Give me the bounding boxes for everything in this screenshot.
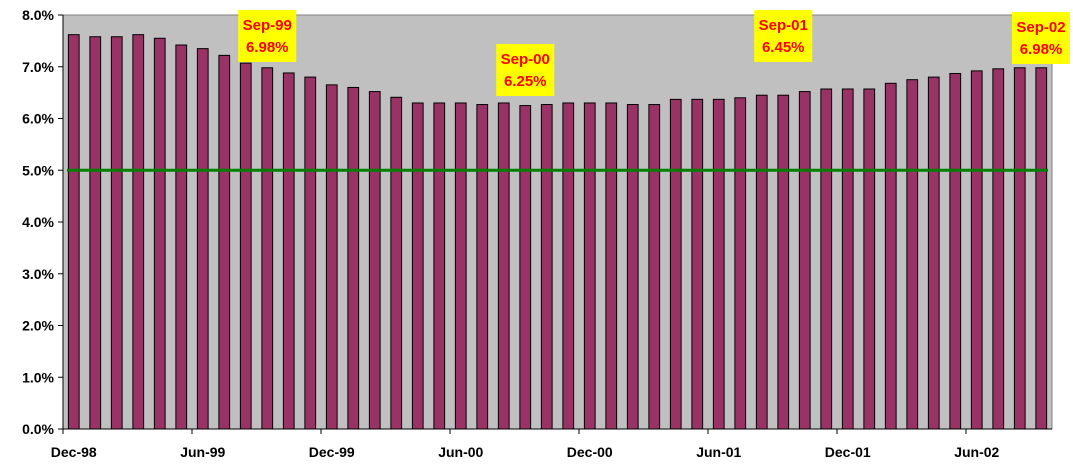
bar <box>884 82 897 430</box>
y-tick-label: 1.0% <box>22 369 54 385</box>
bar <box>411 102 424 430</box>
bar <box>110 36 123 430</box>
annotation-background <box>754 10 813 62</box>
bar <box>347 86 360 430</box>
bar <box>1035 67 1048 430</box>
bar <box>734 97 747 430</box>
bar <box>476 104 489 430</box>
bar <box>540 104 553 430</box>
bar <box>777 94 790 430</box>
bar <box>992 68 1005 430</box>
bar <box>390 96 403 430</box>
bar <box>325 84 338 430</box>
annotation-label: Sep-99 6.98% <box>238 10 297 62</box>
annotation-value: 6.98% <box>246 39 289 56</box>
x-tick-label: Jun-99 <box>180 444 225 460</box>
bars-group <box>67 34 1048 430</box>
x-tick-label: Dec-99 <box>309 444 355 460</box>
bar <box>970 70 983 430</box>
annotation-value: 6.25% <box>504 73 547 90</box>
bar <box>691 98 704 430</box>
y-tick-label: 3.0% <box>22 266 54 282</box>
bar <box>454 102 467 430</box>
bar <box>261 67 274 430</box>
plot-area <box>62 14 1053 430</box>
y-axis-ticks: 0.0% 1.0% 2.0% 3.0% 4.0% 5.0% 6.0% 7.0% 8.0% <box>22 7 63 437</box>
annotation-label: Sep-01 6.45% <box>754 10 813 62</box>
bar <box>755 94 768 430</box>
bar <box>519 105 532 430</box>
annotation-month: Sep-02 <box>1016 19 1065 36</box>
bar <box>626 104 639 430</box>
bar <box>153 37 166 430</box>
bar <box>67 34 80 430</box>
bar <box>648 104 661 430</box>
y-tick-label: 0.0% <box>22 421 54 437</box>
bar <box>583 102 596 430</box>
y-tick-label: 6.0% <box>22 111 54 127</box>
bar <box>562 102 575 430</box>
bar <box>669 98 682 430</box>
bar <box>433 102 446 430</box>
annotation-month: Sep-99 <box>243 17 292 34</box>
bar <box>820 88 833 430</box>
x-tick-label: Jun-02 <box>954 444 999 460</box>
annotation-month: Sep-00 <box>501 51 550 68</box>
bar <box>132 34 145 430</box>
x-tick-label: Dec-00 <box>567 444 613 460</box>
bar <box>605 102 618 430</box>
annotations-group: Sep-99 6.98% Sep-00 6.25% Sep-01 6.45% Sep-02 6… <box>238 10 1070 96</box>
x-tick-label: Jun-01 <box>696 444 741 460</box>
bar <box>927 76 940 430</box>
bar <box>949 72 962 430</box>
annotation-background <box>496 44 555 96</box>
bar <box>282 72 295 430</box>
annotation-value: 6.98% <box>1020 41 1063 58</box>
bar <box>196 48 209 430</box>
annotation-label: Sep-02 6.98% <box>1012 12 1070 64</box>
bar <box>712 98 725 430</box>
annotation-value: 6.45% <box>762 39 805 56</box>
annotation-background <box>238 10 297 62</box>
x-tick-label: Jun-00 <box>438 444 483 460</box>
bar <box>863 88 876 430</box>
bar <box>239 62 252 430</box>
annotation-label: Sep-00 6.25% <box>496 44 555 96</box>
y-tick-label: 5.0% <box>22 162 54 178</box>
annotation-month: Sep-01 <box>759 17 808 34</box>
bar <box>497 102 510 430</box>
bar <box>798 91 811 430</box>
bar <box>906 79 919 430</box>
bar <box>1013 67 1026 430</box>
y-tick-label: 2.0% <box>22 318 54 334</box>
x-tick-label: Dec-01 <box>825 444 871 460</box>
bar <box>175 44 188 430</box>
x-tick-label: Dec-98 <box>51 444 97 460</box>
y-tick-label: 8.0% <box>22 7 54 23</box>
y-tick-label: 4.0% <box>22 214 54 230</box>
bar <box>304 76 317 430</box>
y-tick-label: 7.0% <box>22 59 54 75</box>
annotation-background <box>1012 12 1070 64</box>
bar <box>368 91 381 430</box>
x-axis-ticks: Dec-98 Jun-99 Dec-99 Jun-00 Dec-00 Jun-01 Dec-… <box>51 429 1000 460</box>
bar <box>841 88 854 430</box>
bar <box>218 54 231 430</box>
bar <box>89 36 102 430</box>
